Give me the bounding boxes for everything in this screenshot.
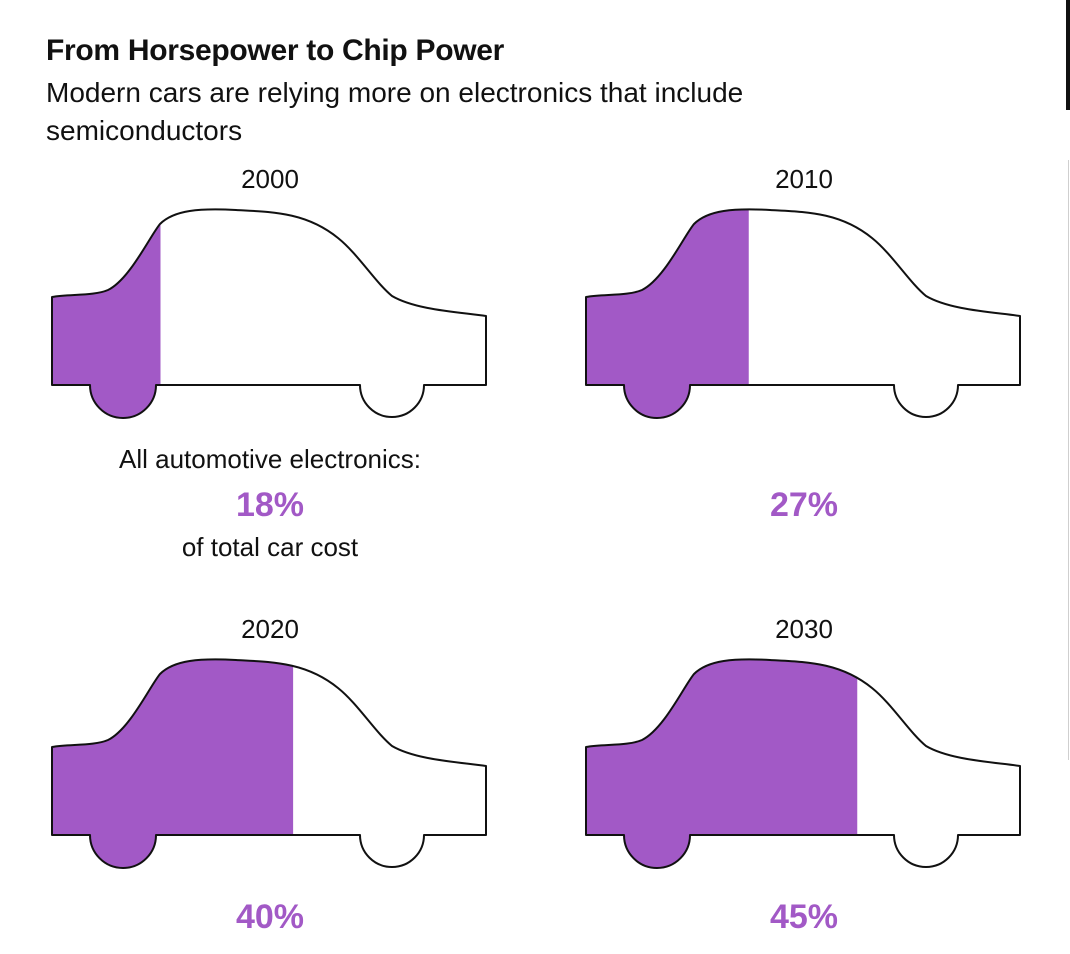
car-icon bbox=[585, 658, 1021, 869]
year-label: 2010 bbox=[775, 164, 833, 194]
car-outline bbox=[51, 208, 487, 419]
car-icon bbox=[585, 208, 1021, 419]
car-icon bbox=[51, 208, 487, 419]
year-label: 2000 bbox=[241, 164, 299, 194]
electronics-share-fill bbox=[52, 659, 294, 869]
page-edge-divider bbox=[1068, 160, 1069, 760]
percentage-label: 18% bbox=[235, 486, 305, 524]
year-label: 2030 bbox=[775, 614, 833, 644]
percentage-label: 45% bbox=[769, 898, 839, 936]
chart-title: From Horsepower to Chip Power bbox=[46, 34, 505, 67]
percentage-label: 40% bbox=[235, 898, 305, 936]
car-outline bbox=[585, 208, 1021, 419]
year-label: 2020 bbox=[241, 614, 299, 644]
annotation-lead: All automotive electronics: bbox=[118, 444, 422, 474]
car-outline bbox=[51, 658, 487, 869]
chart-subtitle: Modern cars are relying more on electron… bbox=[46, 77, 744, 146]
page-edge-bar bbox=[1066, 0, 1070, 110]
annotation-tail: of total car cost bbox=[181, 532, 359, 562]
percentage-label: 27% bbox=[769, 486, 839, 524]
electronics-share-fill bbox=[586, 659, 858, 869]
car-icon bbox=[51, 658, 487, 869]
car-outline bbox=[585, 658, 1021, 869]
